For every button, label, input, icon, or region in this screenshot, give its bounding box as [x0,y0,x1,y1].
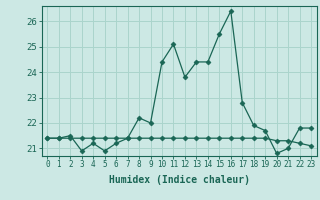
X-axis label: Humidex (Indice chaleur): Humidex (Indice chaleur) [109,175,250,185]
